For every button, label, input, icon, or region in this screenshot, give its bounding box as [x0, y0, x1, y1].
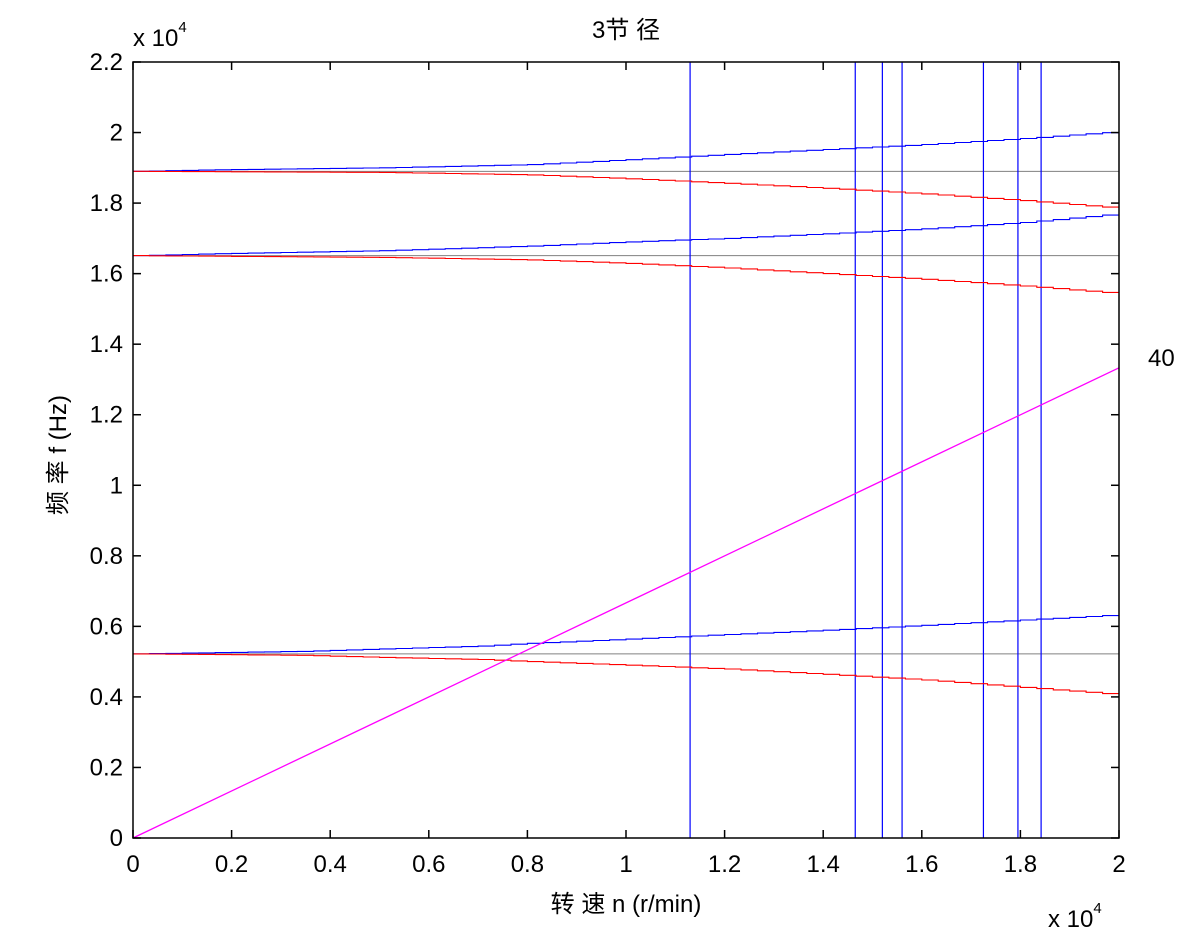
tick-layer: 0 0.2 0.4 0.6 0.8 1 1.2 1.4 1.6 1.8 2 0 0.2 0.4 0.6 0.8… — [90, 49, 1126, 878]
x-multiplier-exponent: 4 — [1093, 900, 1101, 917]
y-tick-label-7: 1.4 — [90, 331, 123, 358]
x-tick-label-6: 1.2 — [708, 851, 741, 878]
x-multiplier: x 104 — [1048, 900, 1102, 933]
x-tick-label-0: 0 — [126, 851, 139, 878]
series-line-1 — [133, 653, 1119, 695]
y-axis-title: 频 率 f (Hz) — [45, 395, 72, 515]
x-axis-title: 转 速 n (r/min) — [551, 891, 702, 918]
y-tick-label-11: 2.2 — [90, 49, 123, 76]
x-tick-label-9: 1.8 — [1004, 851, 1037, 878]
y-tick-label-2: 0.4 — [90, 684, 123, 711]
y-multiplier-base: x 10 — [133, 25, 178, 52]
y-multiplier-exponent: 4 — [178, 19, 186, 36]
series-line-6 — [132, 367, 1120, 839]
series-line-2 — [133, 214, 1119, 257]
excitation-order-label: 40 — [1148, 345, 1175, 372]
y-tick-label-10: 2 — [110, 120, 123, 147]
x-tick-label-2: 0.4 — [314, 851, 347, 878]
x-tick-label-1: 0.2 — [215, 851, 248, 878]
y-tick-label-1: 0.2 — [90, 754, 123, 781]
series-line-4 — [133, 132, 1119, 172]
x-tick-label-7: 1.4 — [807, 851, 840, 878]
y-multiplier: x 104 — [133, 19, 187, 52]
y-tick-label-3: 0.6 — [90, 613, 123, 640]
y-tick-label-9: 1.8 — [90, 190, 123, 217]
y-tick-label-4: 0.8 — [90, 543, 123, 570]
x-tick-label-3: 0.6 — [412, 851, 445, 878]
series-line-3 — [133, 255, 1119, 293]
x-tick-label-10: 2 — [1112, 851, 1125, 878]
y-tick-label-0: 0 — [110, 825, 123, 852]
data-layer — [132, 62, 1120, 839]
x-multiplier-base: x 10 — [1048, 906, 1093, 933]
series-line-5 — [133, 170, 1119, 208]
y-tick-label-5: 1 — [110, 472, 123, 499]
x-tick-label-8: 1.6 — [905, 851, 938, 878]
x-tick-label-5: 1 — [619, 851, 632, 878]
x-tick-label-4: 0.8 — [511, 851, 544, 878]
y-tick-label-6: 1.2 — [90, 402, 123, 429]
chart-title: 3节 径 — [592, 17, 660, 44]
plot-frame — [132, 61, 1120, 839]
series-line-0 — [133, 615, 1119, 655]
y-tick-label-8: 1.6 — [90, 261, 123, 288]
